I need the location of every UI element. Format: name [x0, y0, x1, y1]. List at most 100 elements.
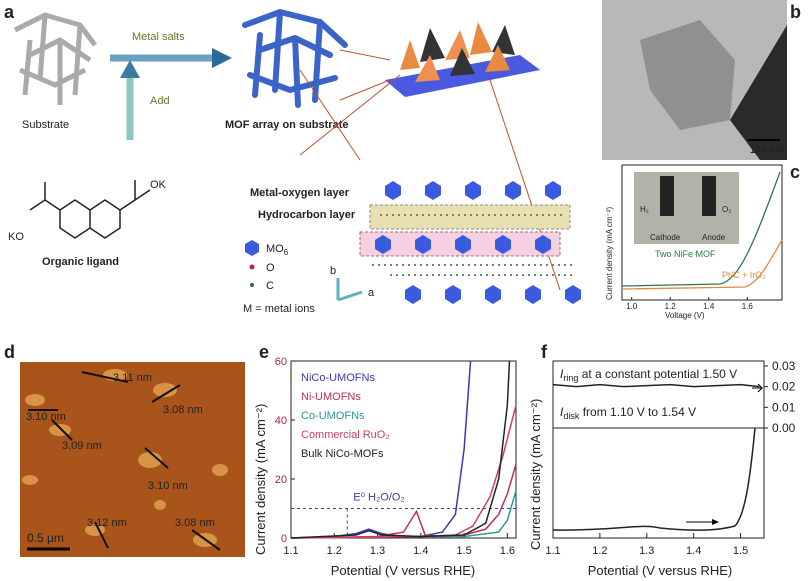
- axis-label: Potential (V versus RHE): [331, 563, 476, 578]
- legend-dot: [249, 264, 255, 270]
- zoom-line: [339, 49, 391, 101]
- x-tick-label: 1.6: [500, 545, 515, 557]
- label: Metal-oxygen layer: [250, 187, 350, 199]
- label: KO: [8, 231, 24, 243]
- label: OK: [150, 179, 167, 191]
- label: Organic ligand: [42, 256, 119, 268]
- reference-label: E⁰ H₂O/O₂: [353, 492, 404, 504]
- panel-label: f: [541, 342, 548, 362]
- afm-image: [20, 362, 245, 557]
- panel-f: f Iring at a constant potential 1.50 V I…: [528, 342, 796, 578]
- label: 3.09 nm: [62, 440, 102, 452]
- x-tick-label: 1.2: [327, 545, 342, 557]
- axis-label: b: [330, 265, 336, 277]
- legend-label: Two NiFe MOF: [655, 249, 716, 259]
- label: MOF array on substrate: [225, 119, 348, 131]
- x-tick-label: 1.3: [639, 545, 654, 557]
- legend-label: Co-UMOFNs: [301, 410, 365, 422]
- y-tick-label: 40: [275, 415, 287, 427]
- annotation: Iring at a constant potential 1.50 V: [560, 367, 737, 383]
- legend-label: O: [266, 262, 275, 274]
- x-tick-label: 1.5: [733, 545, 748, 557]
- label: 3.08 nm: [175, 517, 215, 529]
- linkers: [372, 214, 575, 276]
- scale-label: 0.5 μm: [27, 531, 64, 545]
- x-tick-label: 1.2: [665, 302, 677, 311]
- y-tick-label: 60: [275, 356, 287, 368]
- flake: [640, 20, 735, 130]
- x-tick-label: 1.4: [703, 302, 715, 311]
- label: Add: [150, 95, 170, 107]
- panel-d: d 3.11 nm 3.10 nm 3.08 nm 3.09 nm 3.10 n…: [4, 342, 245, 557]
- label: 3.08 nm: [163, 404, 203, 416]
- x-tick-label: 1.3: [370, 545, 385, 557]
- panel-e: e Potential (V versus RHE) Current densi…: [253, 342, 517, 578]
- disk-curve: [552, 427, 756, 531]
- zoom-line: [299, 69, 561, 291]
- axis-label: Voltage (V): [665, 311, 705, 320]
- mof-plates: [400, 22, 515, 82]
- mof-lattice: [242, 8, 348, 108]
- panel-c: c H₂ O₂ Cathode Anode Two NiFe MOF Pt/C …: [605, 162, 800, 320]
- curve: [621, 171, 781, 287]
- panel-label: c: [790, 162, 800, 182]
- axis-label: Current density (mA cm⁻²): [605, 207, 614, 300]
- legend-label: Bulk NiCo-MOFs: [301, 448, 384, 460]
- y2-tick-label: 0.00: [772, 421, 796, 435]
- panel-label: e: [259, 342, 269, 362]
- inset-photo: [634, 172, 739, 244]
- plot-frame: [290, 360, 517, 539]
- inset-label: H₂: [640, 205, 649, 214]
- legend-dot: [250, 283, 254, 287]
- arrow: [752, 383, 764, 393]
- curve: [621, 239, 783, 290]
- electrode: [702, 176, 716, 216]
- y-tick-label: 20: [275, 474, 287, 486]
- plot-frame: [552, 360, 765, 539]
- panel-b: b 100 nm: [602, 0, 801, 160]
- label: 3.10 nm: [26, 411, 66, 423]
- label: Metal salts: [132, 31, 185, 43]
- axis-label: Current density (mA cm⁻²): [253, 404, 268, 555]
- axis-label: a: [368, 287, 375, 299]
- plot-frame: [621, 164, 783, 301]
- y2-tick-label: 0.01: [772, 400, 796, 414]
- x-tick-label: 1.6: [742, 302, 754, 311]
- reference-line: [291, 508, 516, 538]
- legend-label: NiCo-UMOFNs: [301, 372, 375, 384]
- label: M = metal ions: [243, 303, 315, 315]
- inset-label: Anode: [702, 233, 726, 242]
- series-line: [552, 383, 760, 388]
- inset-label: Cathode: [650, 233, 681, 242]
- label: 3.11 nm: [113, 372, 152, 384]
- panel-label: d: [4, 342, 15, 362]
- panel-a: a Substrate Metal salts Add MOF array on…: [4, 2, 581, 315]
- scale-label: 100 nm: [750, 145, 785, 156]
- layer-box: [369, 204, 571, 230]
- axis-label: Potential (V versus RHE): [588, 563, 733, 578]
- arrow-head: [212, 48, 232, 68]
- annotation: Idisk from 1.10 V to 1.54 V: [560, 405, 696, 421]
- x-tick-label: 1.1: [545, 545, 560, 557]
- series-line: [290, 360, 511, 539]
- label: Substrate: [22, 119, 69, 131]
- legend-label: Ni-UMOFNs: [301, 391, 361, 403]
- arrow-head: [120, 60, 140, 78]
- y-tick-label: 0: [281, 533, 287, 545]
- axes-arrow: [336, 278, 363, 302]
- panel-label: a: [4, 2, 15, 22]
- y2-tick-label: 0.02: [772, 380, 796, 394]
- legend-label: Commercial RuO₂: [301, 429, 390, 441]
- y2-tick-label: 0.03: [772, 359, 796, 373]
- thickness-labels: 3.11 nm 3.10 nm 3.08 nm 3.09 nm 3.10 nm …: [26, 372, 215, 529]
- x-tick-label: 1.1: [283, 545, 298, 557]
- label: Hydrocarbon layer: [258, 209, 356, 221]
- x-tick-label: 1.4: [686, 545, 701, 557]
- x-tick-label: 1.2: [592, 545, 607, 557]
- ligand-structure: [29, 180, 151, 239]
- label: 3.10 nm: [148, 480, 188, 492]
- legend-hexagon: [245, 240, 259, 256]
- panel-label: b: [790, 2, 801, 22]
